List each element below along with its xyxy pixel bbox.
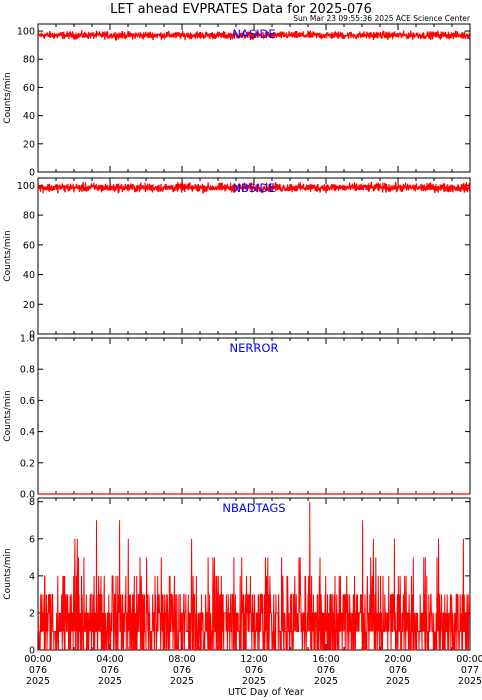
- x-tick-year: 2025: [458, 676, 482, 687]
- series-line-naside: [37, 29, 471, 41]
- y-axis-label: Counts/min: [3, 548, 13, 599]
- panel-label: NERROR: [230, 341, 279, 355]
- y-tick-label: 0.4: [20, 427, 35, 438]
- y-tick-label: 40: [23, 270, 35, 281]
- panel-nbside: 0 20 40 60 80 100 Counts/min NBSIDE: [3, 177, 471, 341]
- x-tick-year: 2025: [386, 676, 410, 687]
- panel-nerror: 0.0 0.2 0.4 0.6 0.8 1.0 Counts/min NERROR: [3, 334, 471, 501]
- y-tick-label: 6: [29, 534, 35, 545]
- x-tick-doy: 076: [389, 665, 407, 676]
- y-tick-label: 100: [17, 27, 35, 38]
- panel-label: NASIDE: [232, 27, 275, 41]
- x-axis: 00:00076202504:00076202508:00076202512:0…: [24, 654, 482, 687]
- panel-label: NBSIDE: [232, 181, 275, 195]
- x-axis-label: UTC Day of Year: [228, 687, 304, 698]
- y-tick-label: 0: [29, 330, 35, 341]
- y-tick-label: 2: [29, 608, 35, 619]
- panel-naside: 0 20 40 60 80 100 Counts/min NASIDE: [3, 23, 471, 179]
- y-tick-label: 8: [29, 497, 35, 508]
- y-tick-label: 20: [23, 139, 35, 150]
- x-tick-time: 16:00: [312, 654, 339, 665]
- chart-title: LET ahead EVPRATES Data for 2025-076: [110, 2, 372, 17]
- y-tick-label: 60: [23, 83, 35, 94]
- y-axis-label: Counts/min: [3, 390, 13, 441]
- y-tick-label: 1.0: [20, 334, 35, 345]
- y-tick-label: 20: [23, 300, 35, 311]
- x-tick-doy: 076: [173, 665, 191, 676]
- y-tick-label: 0.0: [20, 490, 35, 501]
- x-tick-doy: 076: [317, 665, 335, 676]
- x-tick-time: 00:00: [456, 654, 482, 665]
- y-tick-label: 0.8: [20, 365, 35, 376]
- panel-frame: [37, 177, 471, 335]
- x-tick-year: 2025: [170, 676, 194, 687]
- timestamp-label: Sun Mar 23 09:55:36 2025 ACE Science Cen…: [293, 14, 471, 23]
- y-tick-label: 0.6: [20, 396, 35, 407]
- x-tick-time: 12:00: [240, 654, 267, 665]
- x-tick-year: 2025: [314, 676, 338, 687]
- x-tick-year: 2025: [26, 676, 50, 687]
- y-tick-label: 80: [23, 211, 35, 222]
- panel-frame: [37, 23, 471, 173]
- x-tick-time: 08:00: [168, 654, 195, 665]
- x-tick-year: 2025: [98, 676, 122, 687]
- y-axis-label: Counts/min: [3, 230, 13, 281]
- x-tick-year: 2025: [242, 676, 266, 687]
- x-tick-doy: 076: [101, 665, 119, 676]
- x-tick-doy: 076: [245, 665, 263, 676]
- y-tick-label: 4: [29, 571, 35, 582]
- y-axis-label: Counts/min: [3, 72, 13, 123]
- x-tick-time: 20:00: [384, 654, 411, 665]
- x-tick-doy: 076: [29, 665, 47, 676]
- series-line-nbadtags: [37, 501, 471, 651]
- x-tick-time: 00:00: [24, 654, 51, 665]
- y-tick-label: 0.2: [20, 458, 35, 469]
- series-line-nbside: [37, 181, 471, 195]
- panel-nbadtags: 0 2 4 6 8 Counts/min NBADTAGS: [3, 497, 471, 657]
- panel-frame: [37, 337, 471, 495]
- panels: 020406080100Counts/minNASIDE020406080100…: [3, 23, 471, 657]
- y-tick-label: 0: [29, 646, 35, 657]
- y-tick-label: 100: [17, 181, 35, 192]
- x-tick-doy: 077: [461, 665, 479, 676]
- y-tick-label: 80: [23, 55, 35, 66]
- y-tick-label: 0: [29, 168, 35, 179]
- y-tick-label: 60: [23, 240, 35, 251]
- panel-label: NBADTAGS: [222, 501, 285, 515]
- y-tick-label: 40: [23, 111, 35, 122]
- x-tick-time: 04:00: [96, 654, 123, 665]
